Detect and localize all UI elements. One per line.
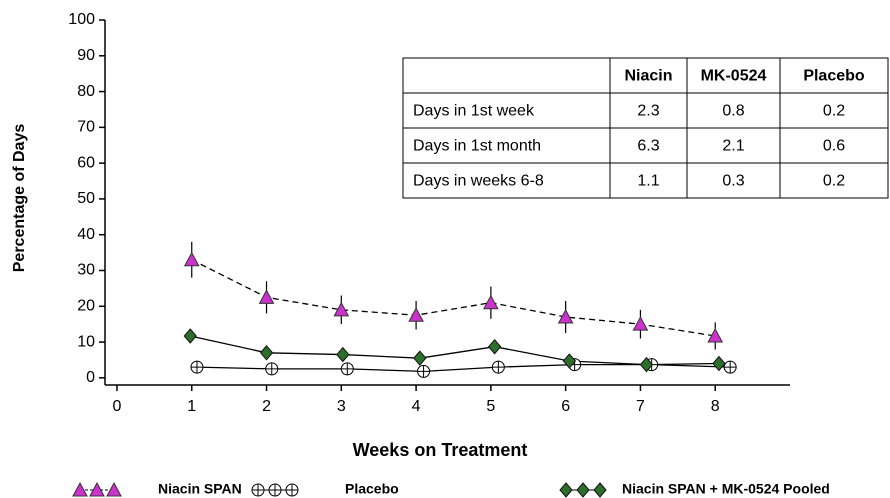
table-cell: 0.2 <box>823 103 845 120</box>
data-point <box>413 350 427 366</box>
table-cell: 0.3 <box>722 173 744 190</box>
marker-cross <box>492 361 505 374</box>
x-tick-label: 4 <box>412 398 421 415</box>
y-tick-label: 90 <box>77 47 95 64</box>
data-point <box>336 346 350 363</box>
data-point <box>258 289 275 304</box>
legend-marker <box>72 481 88 497</box>
x-tick-label: 1 <box>187 398 196 415</box>
series-line <box>191 259 716 337</box>
data-point <box>557 308 574 324</box>
y-tick-label: 50 <box>77 190 95 207</box>
data-point <box>408 307 424 322</box>
x-tick-label: 0 <box>113 398 122 415</box>
table-cell: 2.3 <box>637 103 659 120</box>
data-point <box>562 353 577 369</box>
table-row-label: Days in weeks 6-8 <box>413 173 544 190</box>
x-axis-label: Weeks on Treatment <box>353 440 528 460</box>
data-point <box>491 360 505 374</box>
data-point <box>183 251 200 267</box>
table-cell: 0.6 <box>823 138 845 155</box>
marker-cross <box>417 365 430 378</box>
data-point <box>639 356 654 373</box>
data-point <box>259 345 274 361</box>
y-tick-label: 10 <box>77 333 95 350</box>
marker-cross <box>190 361 203 374</box>
legend-label: Niacin SPAN + MK-0524 Pooled <box>622 481 830 497</box>
table-cell: 0.2 <box>823 173 845 190</box>
marker-cross <box>341 362 354 375</box>
y-tick-label: 100 <box>68 11 95 28</box>
legend-marker <box>268 483 282 497</box>
marker-cross <box>269 484 281 496</box>
table-header: Placebo <box>803 68 865 85</box>
table-header: MK-0524 <box>701 68 767 85</box>
data-point <box>190 360 204 374</box>
data-point <box>183 328 197 344</box>
legend-label: Niacin SPAN <box>158 481 242 497</box>
marker-cross <box>265 362 278 375</box>
marker-cross <box>724 361 737 374</box>
legend-label: Placebo <box>345 481 399 497</box>
x-tick-label: 3 <box>337 398 346 415</box>
legend-marker <box>593 482 607 498</box>
legend-marker <box>251 483 265 497</box>
x-tick-label: 5 <box>486 398 495 415</box>
data-point <box>333 301 350 317</box>
table-row-label: Days in 1st week <box>413 103 535 120</box>
table-cell: 1.1 <box>637 173 659 190</box>
y-axis-label: Percentage of Days <box>11 124 28 273</box>
data-point <box>417 364 431 378</box>
y-tick-label: 60 <box>77 154 95 171</box>
legend-marker <box>559 482 573 498</box>
table-cell: 2.1 <box>722 138 744 155</box>
table-header: Niacin <box>624 68 672 85</box>
x-tick-label: 8 <box>711 398 720 415</box>
y-tick-label: 0 <box>86 369 95 386</box>
data-point <box>487 338 502 355</box>
legend-marker <box>576 482 590 498</box>
x-tick-label: 6 <box>561 398 570 415</box>
y-tick-label: 20 <box>77 297 95 314</box>
data-point <box>723 360 737 374</box>
x-tick-label: 2 <box>262 398 271 415</box>
table-cell: 6.3 <box>637 138 659 155</box>
y-tick-label: 40 <box>77 226 95 243</box>
x-tick-label: 7 <box>636 398 645 415</box>
table-cell: 0.8 <box>722 103 744 120</box>
legend-marker <box>285 483 299 497</box>
marker-cross <box>286 484 298 496</box>
y-tick-label: 80 <box>77 83 95 100</box>
data-point <box>707 327 724 343</box>
legend-marker <box>106 481 122 497</box>
marker-cross <box>252 484 264 496</box>
data-point <box>483 294 499 310</box>
y-tick-label: 70 <box>77 119 95 136</box>
legend-marker <box>89 481 105 497</box>
data-point <box>340 362 354 376</box>
table-row-label: Days in 1st month <box>413 138 541 155</box>
data-point <box>265 362 279 376</box>
y-tick-label: 30 <box>77 262 95 279</box>
series-line <box>190 335 719 366</box>
data-point <box>712 355 726 372</box>
data-point <box>632 316 649 331</box>
